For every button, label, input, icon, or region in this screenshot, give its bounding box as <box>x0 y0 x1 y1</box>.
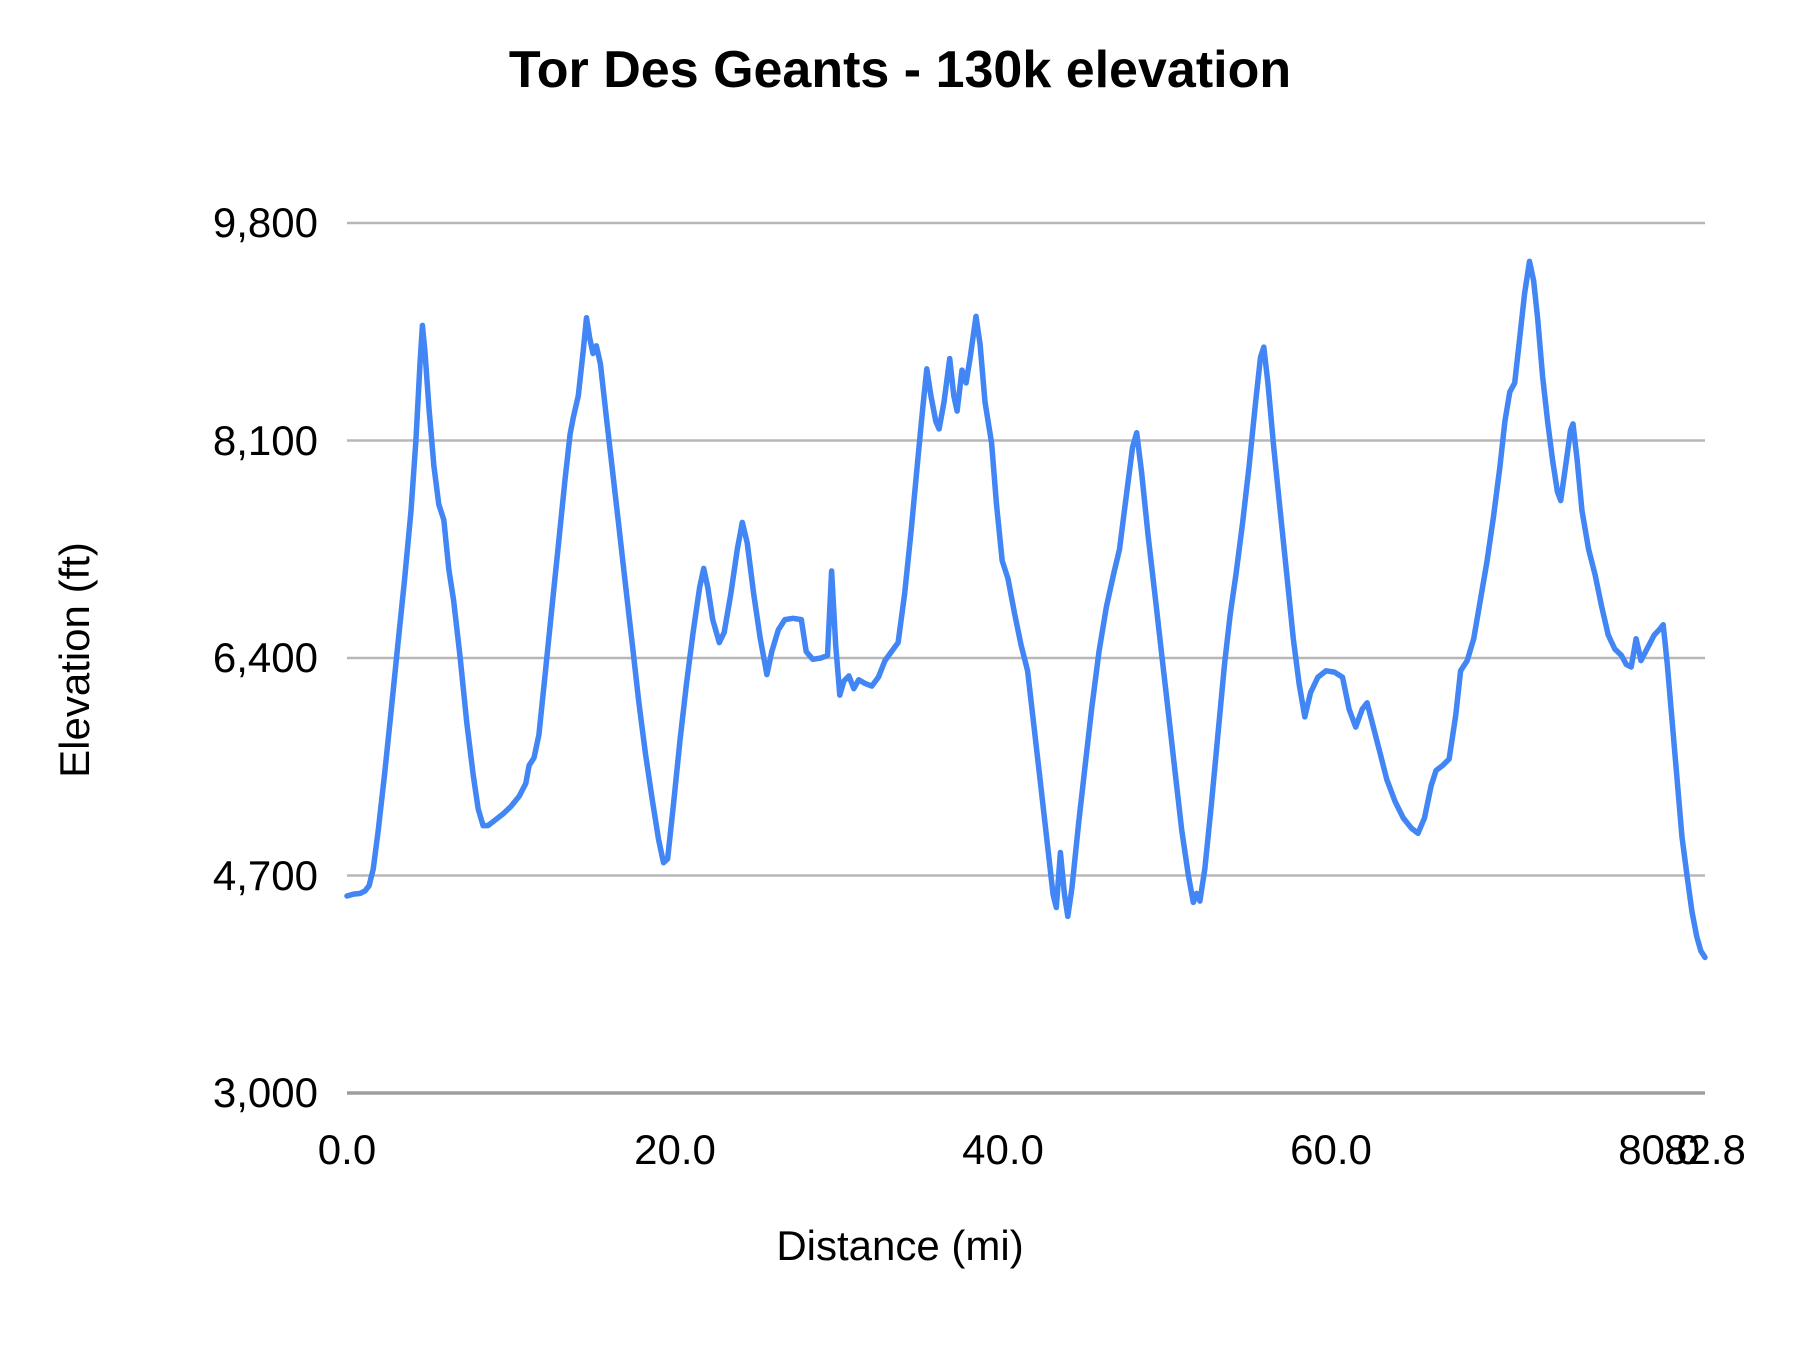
chart-title: Tor Des Geants - 130k elevation <box>508 41 1292 99</box>
x-tick-label: 82.8 <box>1664 1126 1746 1173</box>
x-tick-label: 60.0 <box>1290 1126 1372 1173</box>
x-tick-label: 0.0 <box>317 1126 377 1173</box>
x-tick-label: 40.0 <box>962 1126 1044 1173</box>
x-tick-label: 80.0 <box>1618 1126 1700 1173</box>
y-tick-label: 6,400 <box>212 634 318 681</box>
y-tick-label: 8,100 <box>212 416 318 464</box>
y-tick-label: 4,700 <box>212 851 318 899</box>
y-tick-label: 3,000 <box>212 1069 318 1116</box>
elevation-line-series <box>344 258 1708 961</box>
x-axis-title: Distance (mi) <box>776 1222 1024 1269</box>
y-tick-label: 9,800 <box>212 199 318 246</box>
x-tick-label: 20.0 <box>634 1126 716 1173</box>
